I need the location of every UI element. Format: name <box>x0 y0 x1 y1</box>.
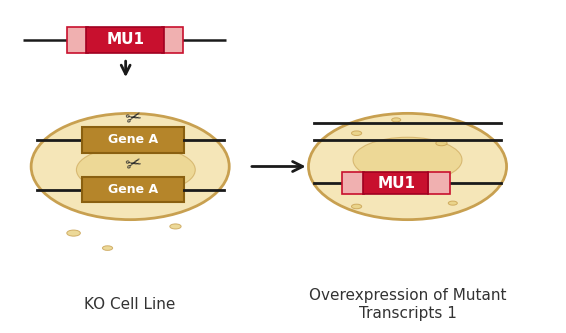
Ellipse shape <box>162 138 172 142</box>
FancyBboxPatch shape <box>162 27 183 53</box>
FancyBboxPatch shape <box>67 27 88 53</box>
Ellipse shape <box>436 141 447 146</box>
Ellipse shape <box>308 113 507 220</box>
Ellipse shape <box>31 113 229 220</box>
Ellipse shape <box>353 137 462 182</box>
Ellipse shape <box>102 246 113 250</box>
Text: Overexpression of Mutant
Transcripts 1: Overexpression of Mutant Transcripts 1 <box>309 288 506 321</box>
Text: MU1: MU1 <box>106 32 145 48</box>
FancyBboxPatch shape <box>82 127 184 153</box>
FancyBboxPatch shape <box>363 172 428 194</box>
Ellipse shape <box>170 224 181 229</box>
FancyBboxPatch shape <box>86 27 164 53</box>
FancyBboxPatch shape <box>342 172 364 194</box>
Ellipse shape <box>67 230 80 236</box>
Text: Gene A: Gene A <box>108 183 158 196</box>
Ellipse shape <box>392 118 401 122</box>
Text: ✂: ✂ <box>123 107 143 130</box>
Text: KO Cell Line: KO Cell Line <box>84 297 176 312</box>
Ellipse shape <box>76 146 195 194</box>
Ellipse shape <box>351 131 362 136</box>
Text: ✂: ✂ <box>123 154 143 176</box>
FancyBboxPatch shape <box>428 172 450 194</box>
Text: MU1: MU1 <box>377 175 415 191</box>
Ellipse shape <box>448 201 457 205</box>
Ellipse shape <box>351 204 362 209</box>
FancyBboxPatch shape <box>82 177 184 202</box>
Text: Gene A: Gene A <box>108 133 158 147</box>
